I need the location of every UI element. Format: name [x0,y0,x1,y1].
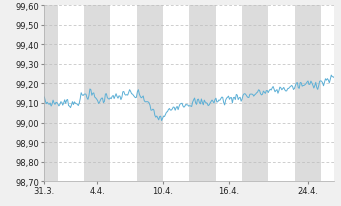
Bar [268,6,295,181]
Bar [295,6,321,181]
Bar [163,6,189,181]
Bar [110,6,136,181]
Bar [216,6,242,181]
Bar [321,6,334,181]
Bar [136,6,163,181]
Bar [242,6,268,181]
Bar [189,6,216,181]
Bar [58,6,84,181]
Bar [44,6,58,181]
Bar [84,6,110,181]
